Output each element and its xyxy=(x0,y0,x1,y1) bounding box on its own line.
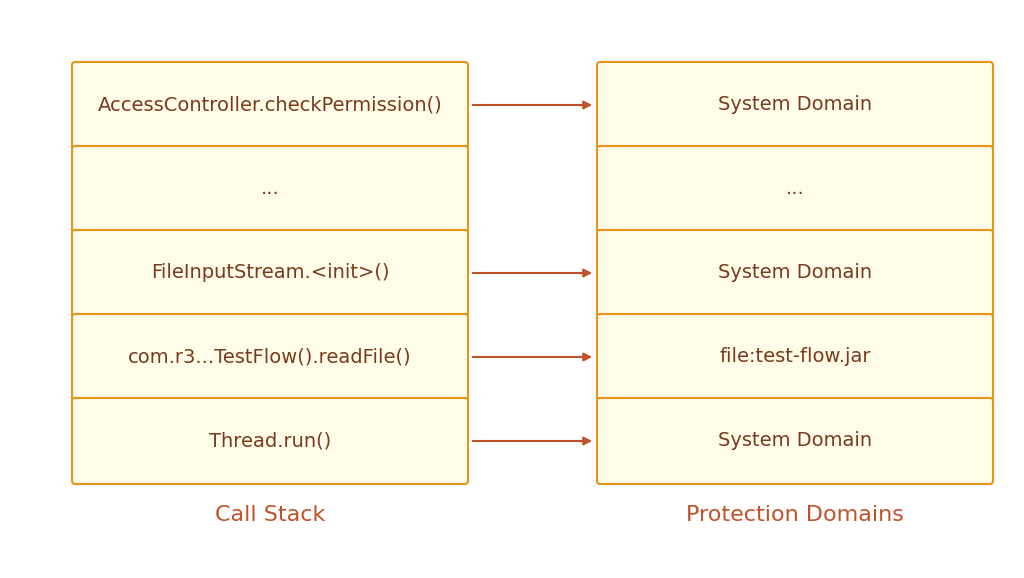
Text: ...: ... xyxy=(785,180,805,198)
FancyBboxPatch shape xyxy=(597,62,993,148)
FancyBboxPatch shape xyxy=(597,398,993,484)
FancyBboxPatch shape xyxy=(72,146,468,232)
FancyBboxPatch shape xyxy=(597,230,993,316)
Text: Protection Domains: Protection Domains xyxy=(686,505,904,525)
Text: Thread.run(): Thread.run() xyxy=(209,432,331,450)
FancyBboxPatch shape xyxy=(72,230,468,316)
FancyBboxPatch shape xyxy=(597,146,993,232)
Text: com.r3...TestFlow().readFile(): com.r3...TestFlow().readFile() xyxy=(128,347,412,366)
Text: AccessController.checkPermission(): AccessController.checkPermission() xyxy=(97,95,442,114)
FancyBboxPatch shape xyxy=(597,314,993,400)
FancyBboxPatch shape xyxy=(72,398,468,484)
FancyBboxPatch shape xyxy=(72,62,468,148)
Text: System Domain: System Domain xyxy=(718,432,872,450)
Text: System Domain: System Domain xyxy=(718,95,872,114)
FancyBboxPatch shape xyxy=(72,314,468,400)
Text: FileInputStream.<init>(): FileInputStream.<init>() xyxy=(151,264,389,283)
Text: ...: ... xyxy=(261,180,280,198)
Text: System Domain: System Domain xyxy=(718,264,872,283)
Text: Call Stack: Call Stack xyxy=(215,505,326,525)
Text: file:test-flow.jar: file:test-flow.jar xyxy=(719,347,870,366)
